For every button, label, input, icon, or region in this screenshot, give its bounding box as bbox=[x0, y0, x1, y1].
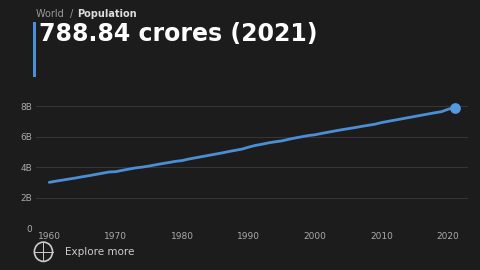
Text: Population: Population bbox=[77, 9, 136, 19]
Text: 788.84 crores (2021): 788.84 crores (2021) bbox=[39, 22, 318, 46]
Text: Explore more: Explore more bbox=[65, 247, 134, 257]
Text: World  /: World / bbox=[36, 9, 80, 19]
Point bbox=[451, 106, 458, 110]
